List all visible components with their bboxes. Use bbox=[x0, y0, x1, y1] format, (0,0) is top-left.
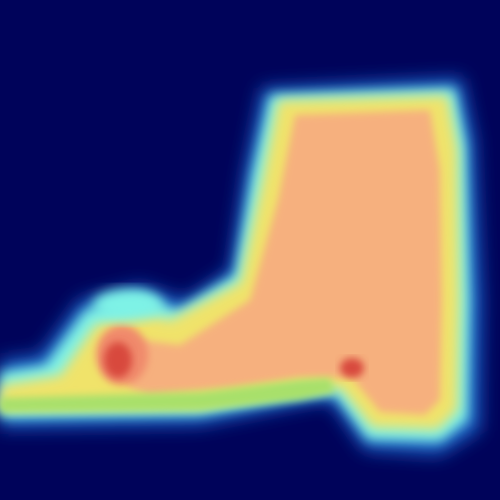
toe-cyan-blob bbox=[93, 289, 163, 321]
sole-line bbox=[0, 378, 335, 412]
heel-hotspot bbox=[340, 358, 364, 378]
boot-core-peach bbox=[120, 110, 442, 415]
toe-hotspot-core bbox=[104, 342, 132, 378]
